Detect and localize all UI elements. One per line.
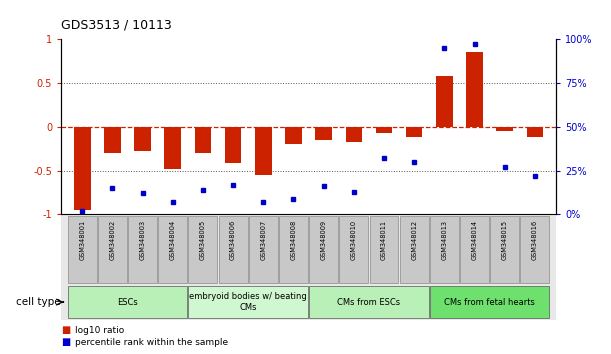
Text: ESCs: ESCs bbox=[117, 298, 138, 307]
Bar bbox=[436, 76, 453, 127]
FancyBboxPatch shape bbox=[279, 216, 308, 283]
Bar bbox=[406, 127, 422, 137]
Text: GSM348013: GSM348013 bbox=[441, 220, 447, 260]
Bar bbox=[225, 127, 241, 164]
Bar bbox=[496, 127, 513, 131]
FancyBboxPatch shape bbox=[309, 216, 338, 283]
FancyBboxPatch shape bbox=[68, 216, 97, 283]
Text: percentile rank within the sample: percentile rank within the sample bbox=[75, 338, 228, 347]
FancyBboxPatch shape bbox=[521, 216, 549, 283]
Text: GSM348002: GSM348002 bbox=[109, 220, 115, 260]
FancyBboxPatch shape bbox=[339, 216, 368, 283]
FancyBboxPatch shape bbox=[219, 216, 247, 283]
Text: GSM348011: GSM348011 bbox=[381, 220, 387, 260]
FancyBboxPatch shape bbox=[400, 216, 429, 283]
FancyBboxPatch shape bbox=[430, 216, 459, 283]
Text: GSM348008: GSM348008 bbox=[290, 220, 296, 260]
Text: GSM348014: GSM348014 bbox=[472, 220, 478, 260]
Text: ■: ■ bbox=[61, 337, 70, 347]
Text: cell type: cell type bbox=[16, 297, 60, 307]
Bar bbox=[195, 127, 211, 153]
FancyBboxPatch shape bbox=[188, 286, 308, 318]
FancyBboxPatch shape bbox=[158, 216, 187, 283]
FancyBboxPatch shape bbox=[188, 216, 218, 283]
Text: GSM348016: GSM348016 bbox=[532, 220, 538, 260]
Text: GDS3513 / 10113: GDS3513 / 10113 bbox=[61, 19, 172, 32]
Text: log10 ratio: log10 ratio bbox=[75, 326, 124, 335]
Text: ■: ■ bbox=[61, 325, 70, 335]
Text: GSM348004: GSM348004 bbox=[170, 220, 176, 260]
Text: GSM348005: GSM348005 bbox=[200, 220, 206, 260]
Bar bbox=[527, 127, 543, 137]
Bar bbox=[285, 127, 302, 144]
Bar bbox=[255, 127, 271, 175]
Bar bbox=[134, 127, 151, 151]
FancyBboxPatch shape bbox=[68, 286, 187, 318]
Text: CMs from ESCs: CMs from ESCs bbox=[337, 298, 400, 307]
Bar bbox=[164, 127, 181, 169]
Text: GSM348006: GSM348006 bbox=[230, 220, 236, 260]
Bar bbox=[466, 52, 483, 127]
FancyBboxPatch shape bbox=[490, 216, 519, 283]
Text: GSM348015: GSM348015 bbox=[502, 220, 508, 260]
Text: GSM348001: GSM348001 bbox=[79, 220, 85, 260]
Text: embryoid bodies w/ beating
CMs: embryoid bodies w/ beating CMs bbox=[189, 292, 307, 312]
Text: GSM348007: GSM348007 bbox=[260, 220, 266, 260]
Bar bbox=[104, 127, 121, 153]
Bar bbox=[346, 127, 362, 142]
Bar bbox=[74, 127, 90, 210]
Text: GSM348009: GSM348009 bbox=[321, 220, 327, 260]
FancyBboxPatch shape bbox=[370, 216, 398, 283]
Bar bbox=[315, 127, 332, 140]
FancyBboxPatch shape bbox=[309, 286, 429, 318]
Bar bbox=[376, 127, 392, 133]
Text: GSM348003: GSM348003 bbox=[139, 220, 145, 260]
FancyBboxPatch shape bbox=[460, 216, 489, 283]
FancyBboxPatch shape bbox=[98, 216, 127, 283]
FancyBboxPatch shape bbox=[249, 216, 278, 283]
FancyBboxPatch shape bbox=[430, 286, 549, 318]
FancyBboxPatch shape bbox=[128, 216, 157, 283]
Text: GSM348010: GSM348010 bbox=[351, 220, 357, 260]
Text: CMs from fetal hearts: CMs from fetal hearts bbox=[444, 298, 535, 307]
Text: GSM348012: GSM348012 bbox=[411, 220, 417, 260]
